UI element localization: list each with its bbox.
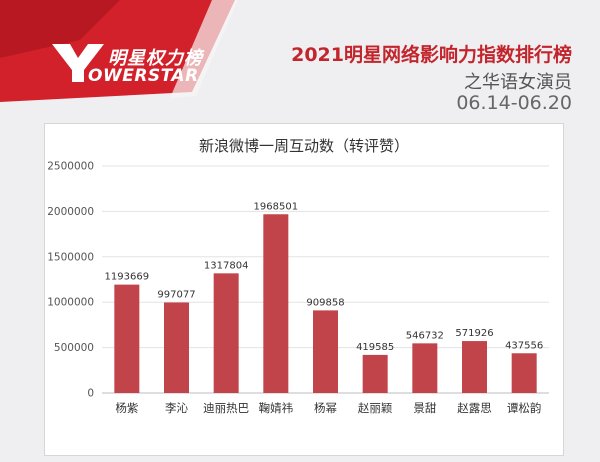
bar-value-label: 437556 [505,340,543,351]
x-category-label: 杨紫 [115,401,138,415]
chart-title: 新浪微博一周互动数（转评赞） [199,137,409,155]
y-tick-label: 1000000 [47,297,94,309]
bar-value-label: 546732 [406,330,444,341]
header-banner [0,0,238,102]
x-category-label: 赵丽颖 [358,401,393,415]
x-category-label: 迪丽热巴 [203,401,249,415]
bar [313,310,338,393]
bar [362,354,388,393]
bar [412,343,438,393]
y-tick-label: 2500000 [47,161,94,173]
x-category-label: 杨幂 [314,401,337,415]
x-category-label: 景甜 [413,401,436,415]
bar-value-label: 1193669 [105,272,150,283]
bar [114,284,140,393]
banner-white-stripe [170,0,238,98]
bar-value-label: 909858 [306,297,344,308]
x-category-label: 鞠婧祎 [259,401,294,415]
brand-name-top: 明星权力榜 [108,48,203,69]
brand-logo-icon [52,44,104,82]
y-tick-label: 1500000 [47,251,94,263]
y-tick-label: 0 [87,388,94,400]
ranking-subtitle: 之华语女演员 [464,72,572,93]
bar [213,273,239,393]
x-category-label: 谭松韵 [507,401,542,415]
bar [263,214,289,393]
brand-name-bottom: OWERSTAR [88,66,199,86]
bar [164,302,189,393]
bar-chart: 新浪微博一周互动数（转评赞） 0 500000 1000000 1500000 2000… [47,137,549,415]
bar-value-label: 571926 [455,328,493,339]
bar-value-label: 1968501 [254,201,299,212]
bar-value-label: 997077 [157,289,195,300]
bar-value-label: 419585 [356,342,394,353]
bar-value-label: 1317804 [204,260,249,271]
bar [462,341,487,393]
date-range: 06.14-06.20 [456,92,572,114]
x-category-label: 李沁 [165,401,188,415]
x-category-label: 赵露思 [457,401,492,415]
ranking-title: 2021明星网络影响力指数排行榜 [291,44,572,66]
y-tick-label: 2000000 [47,206,94,218]
y-tick-label: 500000 [54,342,94,354]
banner-dark-shape [0,0,120,58]
bar [511,353,537,393]
